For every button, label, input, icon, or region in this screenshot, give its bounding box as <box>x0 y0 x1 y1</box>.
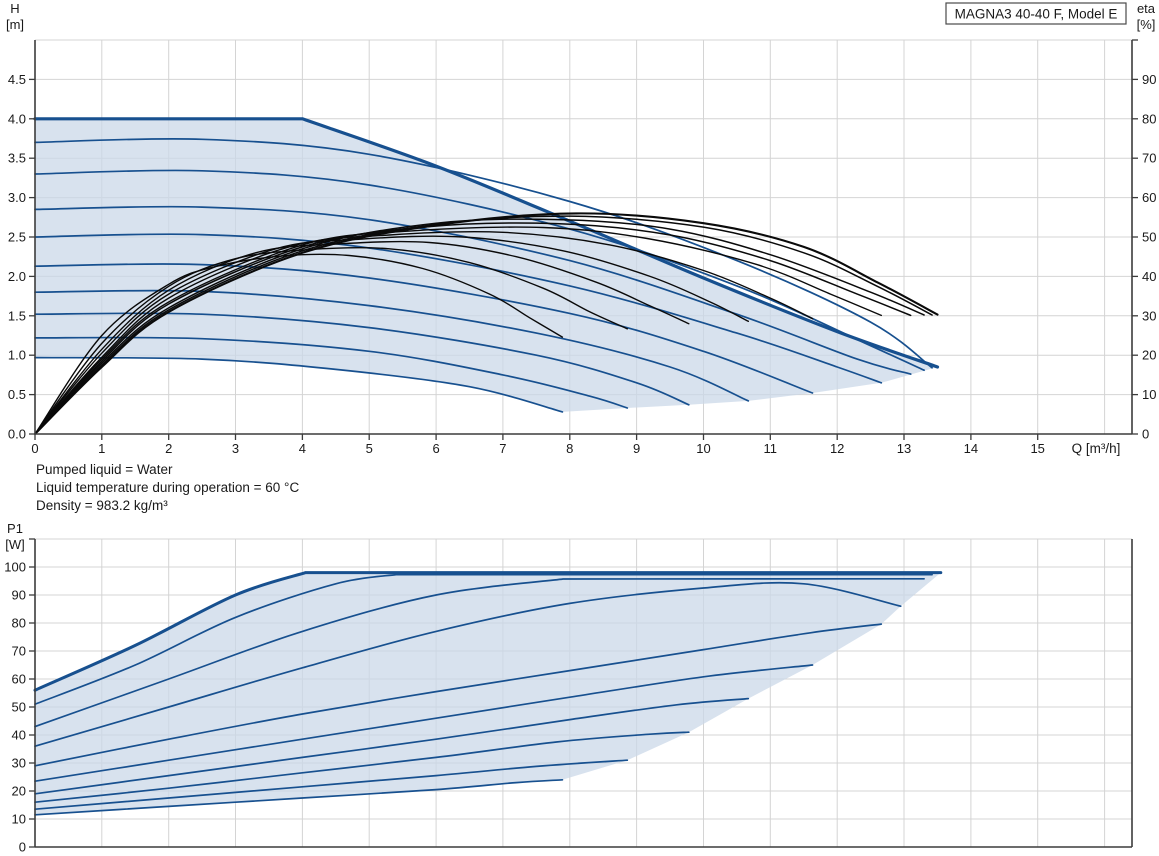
x-tick-label: 9 <box>633 441 640 456</box>
y-axis-label: P1 <box>7 521 23 536</box>
x-tick-label: 13 <box>897 441 911 456</box>
eta-curve-eta-min <box>34 253 564 435</box>
y-axis-unit: [m] <box>6 17 24 32</box>
x-tick-label: 5 <box>366 441 373 456</box>
y-tick-label: 30 <box>12 756 26 771</box>
y2-tick-label: 50 <box>1142 230 1156 245</box>
power-curve-power-7 <box>34 581 902 748</box>
y-tick-label: 4.0 <box>8 111 26 126</box>
x-tick-label: 6 <box>432 441 439 456</box>
x-tick-label: 15 <box>1030 441 1044 456</box>
y-tick-label: 3.5 <box>8 151 26 166</box>
note-liquid-temperature: Liquid temperature during operation = 60… <box>36 480 300 495</box>
pump-curve-speed-8 <box>34 169 925 372</box>
y-tick-label: 100 <box>4 560 26 575</box>
y-tick-label: 50 <box>12 700 26 715</box>
note-pumped-liquid: Pumped liquid = Water <box>36 462 173 477</box>
x-tick-label: 8 <box>566 441 573 456</box>
pump-curve-speed-6 <box>34 233 883 384</box>
pump-curve-speed-max <box>33 117 940 369</box>
operating-envelope <box>35 572 941 815</box>
power-curve-power-max <box>33 571 943 692</box>
y-tick-label: 60 <box>12 672 26 687</box>
y-tick-label: 1.5 <box>8 308 26 323</box>
y-tick-label: 0 <box>19 840 26 855</box>
eta-curve-eta-5 <box>34 231 814 435</box>
y2-axis-unit: [%] <box>1137 17 1156 32</box>
eta-curve-eta-6 <box>34 226 882 435</box>
pump-curve-speed-9 <box>34 137 933 369</box>
y-tick-label: 90 <box>12 588 26 603</box>
eta-curve-eta-8 <box>34 218 925 435</box>
power-curve-power-6 <box>34 623 883 767</box>
tick-labels: 0.00.51.01.52.02.53.03.54.04.50102030405… <box>6 1 1157 456</box>
ticks <box>29 538 35 848</box>
axes <box>34 539 1133 848</box>
eta-curve-eta-2 <box>34 246 628 435</box>
y-tick-label: 2.0 <box>8 269 26 284</box>
x-tick-label: 7 <box>499 441 506 456</box>
pump-title-box <box>945 2 1127 25</box>
y2-tick-label: 30 <box>1142 308 1156 323</box>
y-axis-unit: [W] <box>5 537 25 552</box>
x-tick-label: 3 <box>232 441 239 456</box>
pump-curve-speed-min <box>34 356 564 413</box>
note-density: Density = 983.2 kg/m³ <box>36 498 168 513</box>
eta-curve-eta-4 <box>34 235 749 435</box>
power-curve-power-5 <box>34 664 814 783</box>
y-tick-label: 0.5 <box>8 387 26 402</box>
hq-eta-chart: 0.00.51.01.52.02.53.03.54.04.50102030405… <box>6 1 1157 456</box>
x-tick-label: 0 <box>31 441 38 456</box>
y-tick-label: 20 <box>12 784 26 799</box>
operating-envelope <box>35 118 938 412</box>
y2-tick-label: 0 <box>1142 427 1149 442</box>
tick-labels: 0 10 20 30 40 50 60 70 80 90 100 P1[W] <box>4 521 26 855</box>
power-curve-power-min <box>34 778 564 816</box>
y2-tick-label: 70 <box>1142 151 1156 166</box>
y-axis-label: H <box>10 1 19 16</box>
power-chart: 0 10 20 30 40 50 60 70 80 90 100 P1[W] <box>4 521 1133 855</box>
x-axis-label: Q [m³/h] <box>1072 441 1121 456</box>
power-curve-power-4 <box>34 697 750 795</box>
power-curve-power-3 <box>34 731 690 804</box>
y2-tick-label: 40 <box>1142 269 1156 284</box>
power-curve-power-2 <box>34 759 629 811</box>
pump-curve-speed-5 <box>34 263 814 394</box>
x-tick-label: 10 <box>696 441 710 456</box>
x-tick-label: 12 <box>830 441 844 456</box>
x-tick-label: 11 <box>764 441 778 456</box>
y-tick-label: 80 <box>12 616 26 631</box>
power-curve-power-9 <box>34 573 933 706</box>
y2-tick-label: 90 <box>1142 72 1156 87</box>
ticks <box>29 39 1138 440</box>
pump-curve-speed-2 <box>34 336 629 409</box>
y-tick-label: 40 <box>12 728 26 743</box>
y-tick-label: 70 <box>12 644 26 659</box>
pump-curve-speed-7 <box>34 205 912 375</box>
power-curve-power-8 <box>34 577 925 728</box>
x-tick-label: 4 <box>299 441 306 456</box>
y-tick-label: 10 <box>12 812 26 827</box>
eta-curve-eta-7 <box>34 222 912 435</box>
x-tick-label: 1 <box>98 441 105 456</box>
x-tick-label: 2 <box>165 441 172 456</box>
y2-axis-label: eta <box>1137 1 1156 16</box>
y-tick-label: 3.0 <box>8 190 26 205</box>
y2-tick-label: 80 <box>1142 111 1156 126</box>
y-tick-label: 0.0 <box>8 427 26 442</box>
x-tick-label: 14 <box>964 441 978 456</box>
y-tick-label: 1.0 <box>8 348 26 363</box>
y2-tick-label: 10 <box>1142 387 1156 402</box>
eta-curve-eta-3 <box>34 240 690 435</box>
y2-tick-label: 60 <box>1142 190 1156 205</box>
pump-title: MAGNA3 40-40 F, Model E <box>955 7 1118 22</box>
y2-tick-label: 20 <box>1142 348 1156 363</box>
y-tick-label: 4.5 <box>8 72 26 87</box>
y-tick-label: 2.5 <box>8 230 26 245</box>
liquid-notes: Pumped liquid = Water Liquid temperature… <box>36 461 299 515</box>
